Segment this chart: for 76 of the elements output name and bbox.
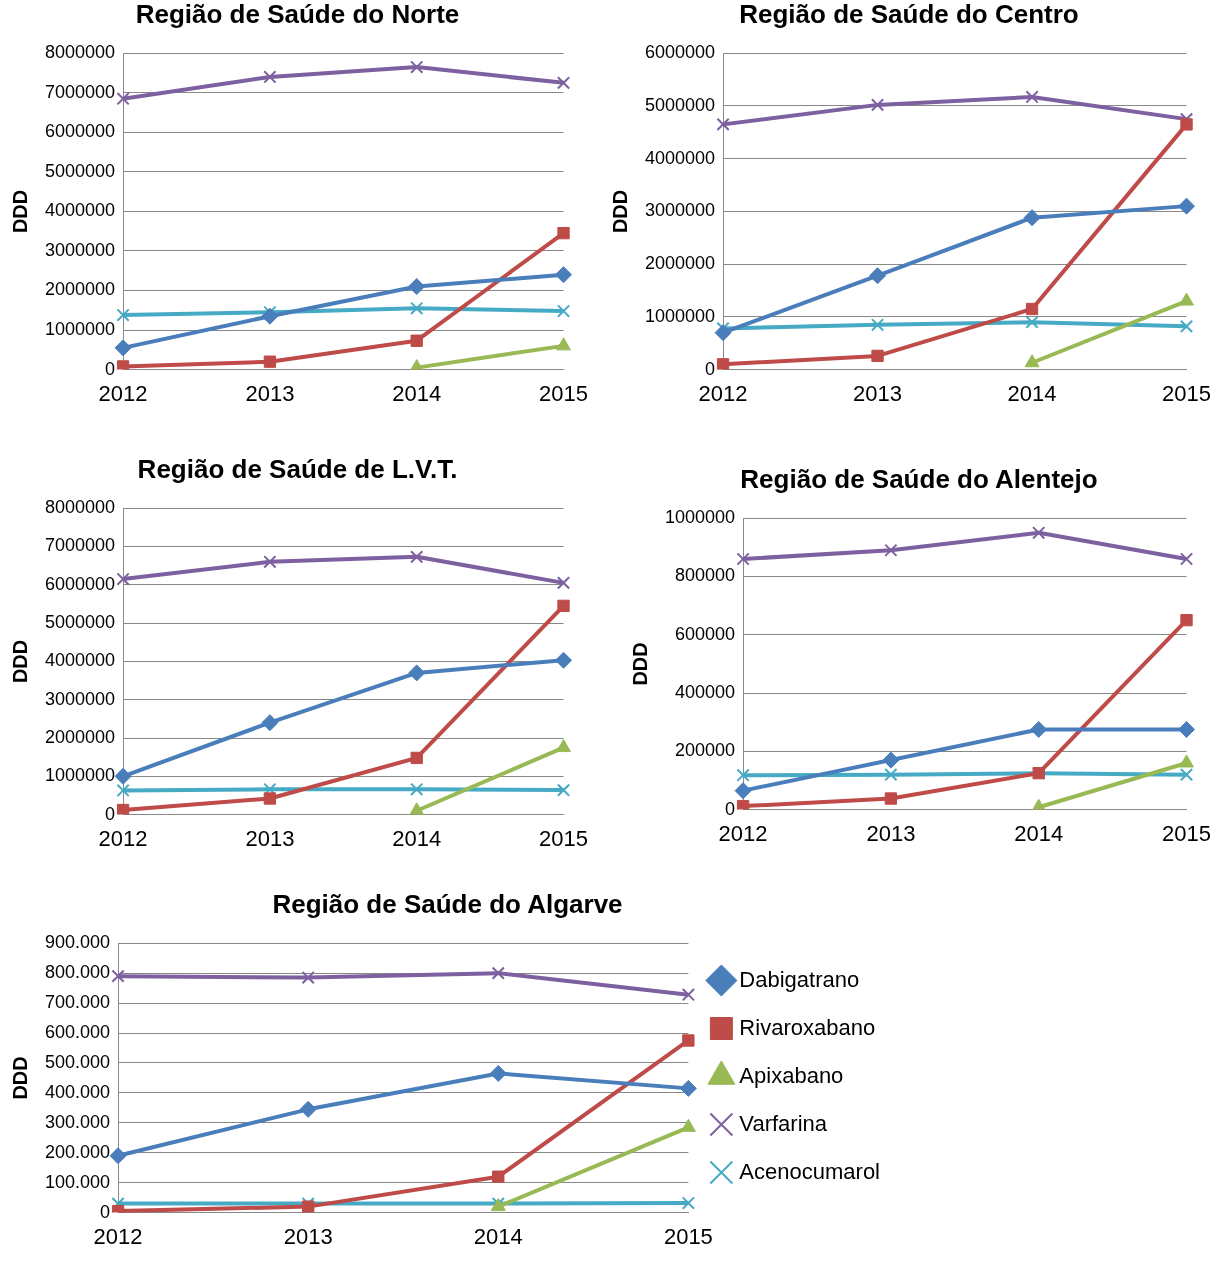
x-tick-label: 2014 [392,380,442,406]
y-tick-label: 0 [100,1201,111,1222]
y-tick-label: 4000000 [645,147,716,168]
y-tick-label: 200.000 [44,1141,111,1162]
y-axis-title: DDD [8,1056,31,1100]
x-tick-label: 2012 [698,380,748,406]
y-tick-label: 1000000 [45,765,116,786]
y-tick-label: 1000000 [665,507,736,528]
y-tick-label: 800000 [675,565,736,586]
legend-label: Rivaroxabano [739,1014,876,1040]
chart-title: Região de Saúde de L.V.T. [137,453,458,484]
y-tick-label: 0 [105,358,116,379]
y-tick-label: 1000000 [45,319,116,340]
y-tick-label: 600.000 [44,1021,111,1042]
y-tick-label: 400000 [675,682,736,703]
x-tick-label: 2014 [1007,380,1057,406]
y-tick-label: 8000000 [45,42,116,63]
y-tick-label: 1000000 [645,305,716,326]
x-tick-label: 2013 [866,820,916,846]
x-tick-label: 2013 [245,825,295,851]
x-tick-label: 2015 [1162,820,1212,846]
y-tick-label: 0 [105,803,116,824]
legend-label: Dabigatrano [739,966,860,992]
y-tick-label: 900.000 [44,932,111,953]
legend-label: Varfarina [739,1110,828,1136]
y-tick-label: 8000000 [45,497,116,518]
chart-title: Região de Saúde do Centro [739,0,1079,29]
y-tick-label: 100.000 [44,1171,111,1192]
x-tick-label: 2014 [1014,820,1064,846]
y-tick-label: 2000000 [45,279,116,300]
y-tick-label: 0 [725,798,736,819]
y-tick-label: 5000000 [45,160,116,181]
legend-label: Acenocumarol [739,1158,881,1184]
x-tick-label: 2013 [245,380,295,406]
x-tick-label: 2012 [98,380,148,406]
x-tick-label: 2013 [853,380,903,406]
y-tick-label: 5000000 [45,612,116,633]
x-tick-label: 2012 [718,820,768,846]
y-tick-label: 7000000 [45,81,116,102]
y-tick-label: 3000000 [45,688,116,709]
y-tick-label: 2000000 [645,253,716,274]
y-tick-label: 500.000 [44,1051,111,1072]
y-tick-label: 4000000 [45,200,116,221]
chart-title: Região de Saúde do Algarve [272,888,623,919]
y-tick-label: 300.000 [44,1111,111,1132]
y-tick-label: 3000000 [645,200,716,221]
x-tick-label: 2015 [663,1223,713,1249]
x-tick-label: 2015 [1162,380,1212,406]
x-tick-label: 2015 [539,380,589,406]
y-tick-label: 6000000 [645,42,716,63]
y-tick-label: 6000000 [45,121,116,142]
x-tick-label: 2012 [98,825,148,851]
y-tick-label: 800.000 [44,962,111,983]
y-axis-title: DDD [8,189,31,234]
y-axis-title: DDD [628,642,651,686]
y-tick-label: 3000000 [45,239,116,260]
x-tick-label: 2014 [392,825,442,851]
x-tick-label: 2012 [93,1223,143,1249]
y-tick-label: 5000000 [645,94,716,115]
x-tick-label: 2013 [283,1223,333,1249]
y-tick-label: 600000 [675,623,736,644]
y-axis-title: DDD [608,189,631,234]
y-tick-label: 0 [705,358,716,379]
x-tick-label: 2014 [473,1223,523,1249]
y-tick-label: 2000000 [45,726,116,747]
y-tick-label: 4000000 [45,650,116,671]
y-tick-label: 200000 [675,740,736,761]
y-axis-title: DDD [8,639,31,684]
y-tick-label: 400.000 [44,1081,111,1102]
y-tick-label: 7000000 [45,535,116,556]
chart-title: Região de Saúde do Norte [135,0,460,29]
x-tick-label: 2015 [539,825,589,851]
y-tick-label: 6000000 [45,573,116,594]
legend-label: Apixabano [739,1062,844,1088]
chart-title: Região de Saúde do Alentejo [740,463,1098,494]
y-tick-label: 700.000 [44,992,111,1013]
